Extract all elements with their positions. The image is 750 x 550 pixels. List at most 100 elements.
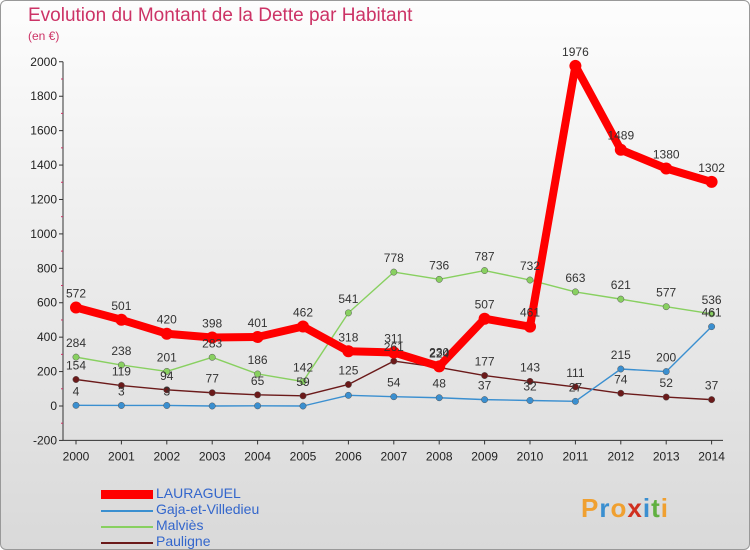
data-point <box>344 309 352 317</box>
data-label: 1380 <box>653 148 680 162</box>
logo-letter: P <box>581 493 600 523</box>
data-label: 420 <box>157 313 177 327</box>
data-point <box>117 361 125 369</box>
data-label: 54 <box>387 376 401 390</box>
data-point <box>526 276 534 284</box>
data-point <box>435 394 443 402</box>
y-tick-label: 2000 <box>30 55 57 69</box>
data-label: 143 <box>520 360 540 374</box>
data-label: 230 <box>429 345 449 359</box>
data-label: 65 <box>251 374 265 388</box>
data-point <box>662 303 670 311</box>
data-label: 732 <box>520 259 540 273</box>
x-tick-label: 2014 <box>698 449 725 463</box>
data-point <box>208 353 216 361</box>
data-label: 541 <box>338 292 358 306</box>
data-point <box>390 357 398 365</box>
logo-letter: i <box>660 493 669 523</box>
data-point <box>117 382 125 389</box>
data-label: 74 <box>614 372 628 386</box>
data-point <box>299 392 307 400</box>
data-point <box>617 389 625 397</box>
data-point <box>662 393 670 401</box>
data-label: 311 <box>384 331 403 345</box>
data-point <box>478 312 491 325</box>
x-tick-label: 2005 <box>290 449 317 463</box>
data-label: 111 <box>566 366 585 380</box>
data-label: 663 <box>565 271 585 285</box>
data-point <box>254 402 262 410</box>
data-label: 1489 <box>607 129 634 143</box>
legend-label: Malviès <box>156 517 204 533</box>
data-point <box>387 346 400 359</box>
data-point <box>708 310 716 318</box>
data-point <box>254 370 262 378</box>
data-label: 48 <box>433 377 447 391</box>
data-point <box>160 327 173 340</box>
y-tick-label: -200 <box>33 433 57 447</box>
data-point <box>72 376 80 383</box>
y-tick-label: 200 <box>37 365 57 379</box>
x-tick-label: 2002 <box>153 449 180 463</box>
data-label: 37 <box>705 379 719 393</box>
y-tick-label: 400 <box>37 330 57 344</box>
x-tick-label: 2010 <box>517 449 544 463</box>
x-tick-label: 2011 <box>562 449 588 463</box>
x-tick-label: 2003 <box>199 449 226 463</box>
data-point <box>481 267 489 275</box>
data-point <box>614 143 627 156</box>
x-tick-label: 2009 <box>471 449 498 463</box>
data-label: 501 <box>111 299 131 313</box>
y-tick-label: 600 <box>37 296 57 310</box>
unit-label: (en €) <box>28 29 60 43</box>
legend-swatch <box>101 542 153 544</box>
y-tick-label: 800 <box>37 261 57 275</box>
data-label: 154 <box>66 358 86 372</box>
data-label: 186 <box>248 353 268 367</box>
data-label: 736 <box>429 258 449 272</box>
logo-letter: o <box>610 493 628 523</box>
data-label: 201 <box>157 350 177 364</box>
logo-letter: r <box>599 493 611 523</box>
data-point <box>208 389 216 397</box>
data-point <box>163 402 171 409</box>
data-label: 32 <box>523 379 537 393</box>
data-point <box>708 323 716 331</box>
logo-letter: i <box>642 493 652 523</box>
legend-label: LAURAGUEL <box>156 485 241 501</box>
data-label: 461 <box>702 306 722 320</box>
data-point <box>708 396 716 404</box>
data-label: 1302 <box>698 161 725 175</box>
x-tick-label: 2007 <box>380 449 407 463</box>
data-point <box>254 391 262 399</box>
data-point <box>526 397 534 404</box>
logo-letter: t <box>651 493 661 523</box>
logo-letter: x <box>627 493 643 523</box>
data-point <box>617 365 625 373</box>
data-label: 261 <box>384 340 404 354</box>
data-label: 224 <box>429 346 449 360</box>
data-label: 577 <box>656 286 676 300</box>
data-point <box>390 268 398 276</box>
x-tick-label: 2006 <box>335 449 362 463</box>
legend-swatch <box>101 490 153 499</box>
data-label: 59 <box>296 375 310 389</box>
data-label: 3 <box>163 384 170 398</box>
data-point <box>526 377 534 385</box>
data-label: 1976 <box>562 45 589 59</box>
y-tick-label: 1600 <box>30 124 57 138</box>
legend-swatch <box>101 510 153 512</box>
data-point <box>206 331 219 344</box>
x-tick-label: 2013 <box>653 449 680 463</box>
data-label: 536 <box>702 293 722 307</box>
data-point <box>569 59 582 72</box>
data-label: 572 <box>66 287 86 301</box>
data-label: 778 <box>384 251 404 265</box>
chart-title: Evolution du Montant de la Dette par Hab… <box>28 5 413 26</box>
data-point <box>72 353 80 361</box>
x-tick-label: 2008 <box>426 449 453 463</box>
data-label: 52 <box>660 376 674 390</box>
y-tick-label: 1000 <box>30 227 57 241</box>
data-point <box>251 330 264 343</box>
